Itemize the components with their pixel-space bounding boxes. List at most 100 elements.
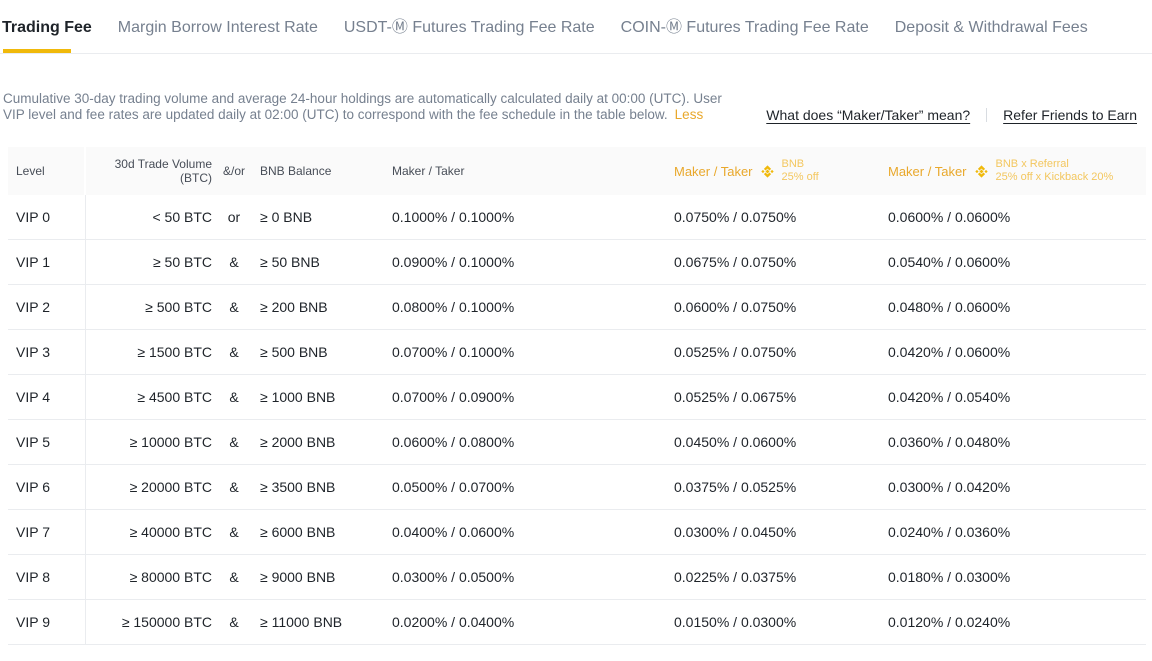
bnb-discount-line2: 25% off [781,171,819,183]
cell-balance: ≥ 1000 BNB [254,375,388,420]
fee-table-row: VIP 9 ≥ 150000 BTC & ≥ 11000 BNB 0.0200% / 0… [8,600,1146,645]
cell-maker-taker: 0.0200% / 0.0400% [388,600,672,645]
less-link[interactable]: Less [674,107,704,122]
fee-table-row: VIP 6 ≥ 20000 BTC & ≥ 3500 BNB 0.0500% / 0.0… [8,465,1146,510]
trading-fee-page: Trading Fee Margin Borrow Interest Rate US… [0,0,1152,645]
tab-margin-borrow-interest-rate[interactable]: Margin Borrow Interest Rate [118,19,318,53]
cell-bnb-referral: 0.0420% / 0.0540% [886,375,1146,420]
fee-table-row: VIP 1 ≥ 50 BTC & ≥ 50 BNB 0.0900% / 0.1000% 0… [8,240,1146,285]
cell-maker-taker: 0.0800% / 0.1000% [388,285,672,330]
cell-bnb-referral: 0.0480% / 0.0600% [886,285,1146,330]
cell-level: VIP 9 [8,600,86,645]
cell-maker-taker: 0.0700% / 0.1000% [388,330,672,375]
cell-volume: ≥ 40000 BTC [86,510,214,555]
refer-friends-link[interactable]: Refer Friends to Earn [1003,107,1137,123]
cell-level: VIP 2 [8,285,86,330]
cell-balance: ≥ 3500 BNB [254,465,388,510]
tab-deposit-withdrawal-fees[interactable]: Deposit & Withdrawal Fees [895,19,1088,53]
cell-andor: & [214,240,254,285]
cell-bnb-referral: 0.0360% / 0.0480% [886,420,1146,465]
tab-trading-fee[interactable]: Trading Fee [2,19,92,53]
cell-andor: & [214,420,254,465]
cell-balance: ≥ 0 BNB [254,195,388,240]
cell-bnb-discount: 0.0225% / 0.0375% [672,555,886,600]
cell-volume: ≥ 20000 BTC [86,465,214,510]
cell-maker-taker: 0.0300% / 0.0500% [388,555,672,600]
cell-bnb-discount: 0.0750% / 0.0750% [672,195,886,240]
cell-balance: ≥ 2000 BNB [254,420,388,465]
cell-volume: ≥ 500 BTC [86,285,214,330]
cell-volume: ≥ 4500 BTC [86,375,214,420]
maker-taker-explainer-link[interactable]: What does “Maker/Taker” mean? [766,107,971,123]
fee-table-row: VIP 0 < 50 BTC or ≥ 0 BNB 0.1000% / 0.1000% 0… [8,195,1146,240]
cell-maker-taker: 0.0500% / 0.0700% [388,465,672,510]
cell-balance: ≥ 200 BNB [254,285,388,330]
links-divider [986,108,988,122]
bnb-referral-line1: BNB x Referral [995,158,1069,170]
cell-bnb-referral: 0.0180% / 0.0300% [886,555,1146,600]
fee-table-row: VIP 4 ≥ 4500 BTC & ≥ 1000 BNB 0.0700% / 0.09… [8,375,1146,420]
cell-level: VIP 1 [8,240,86,285]
fee-table-row: VIP 3 ≥ 1500 BTC & ≥ 500 BNB 0.0700% / 0.100… [8,330,1146,375]
cell-volume: ≥ 150000 BTC [86,600,214,645]
fee-table-header-row: Level 30d Trade Volume (BTC) &/or BNB Ba… [8,147,1146,195]
cell-maker-taker: 0.0400% / 0.0600% [388,510,672,555]
cell-andor: & [214,285,254,330]
cell-balance: ≥ 500 BNB [254,330,388,375]
cell-level: VIP 0 [8,195,86,240]
header-bnb-balance: BNB Balance [254,147,388,195]
cell-maker-taker: 0.0900% / 0.1000% [388,240,672,285]
fee-table-row: VIP 5 ≥ 10000 BTC & ≥ 2000 BNB 0.0600% / 0.0… [8,420,1146,465]
tab-usdt-futures-trading-fee-rate[interactable]: USDT-Ⓜ Futures Trading Fee Rate [344,13,595,53]
cell-andor: & [214,465,254,510]
cell-level: VIP 4 [8,375,86,420]
fee-table-row: VIP 8 ≥ 80000 BTC & ≥ 9000 BNB 0.0300% / 0.0… [8,555,1146,600]
cell-andor: & [214,600,254,645]
header-bnb-discount: Maker / Taker BNB [672,147,886,195]
cell-andor: & [214,330,254,375]
fee-table: Level 30d Trade Volume (BTC) &/or BNB Ba… [8,147,1146,645]
bnb-referral-line2: 25% off x Kickback 20% [995,171,1114,183]
cell-bnb-discount: 0.0525% / 0.0750% [672,330,886,375]
header-maker-taker: Maker / Taker [388,147,672,195]
cell-bnb-discount: 0.0525% / 0.0675% [672,375,886,420]
cell-level: VIP 5 [8,420,86,465]
bnb-discount-line1: BNB [781,158,805,170]
cell-bnb-discount: 0.0675% / 0.0750% [672,240,886,285]
tab-coin-futures-trading-fee-rate[interactable]: COIN-Ⓜ Futures Trading Fee Rate [621,13,869,53]
fee-table-row: VIP 2 ≥ 500 BTC & ≥ 200 BNB 0.0800% / 0.1000… [8,285,1146,330]
fee-table-row: VIP 7 ≥ 40000 BTC & ≥ 6000 BNB 0.0400% / 0.0… [8,510,1146,555]
cell-level: VIP 8 [8,555,86,600]
header-volume: 30d Trade Volume (BTC) [86,147,214,195]
cell-level: VIP 6 [8,465,86,510]
fee-tabs: Trading Fee Margin Borrow Interest Rate US… [0,0,1152,54]
header-level: Level [8,147,86,195]
cell-bnb-discount: 0.0375% / 0.0525% [672,465,886,510]
fee-table-body: VIP 0 < 50 BTC or ≥ 0 BNB 0.1000% / 0.1000% 0… [8,195,1146,645]
bnb-referral-label: Maker / Taker [888,163,967,179]
cell-bnb-referral: 0.0300% / 0.0420% [886,465,1146,510]
cell-bnb-discount: 0.0600% / 0.0750% [672,285,886,330]
header-bnb-referral: Maker / Taker BNB x Referral [886,147,1146,195]
cell-balance: ≥ 9000 BNB [254,555,388,600]
help-links: What does “Maker/Taker” mean? Refer Frie… [766,107,1137,123]
cell-maker-taker: 0.1000% / 0.1000% [388,195,672,240]
cell-maker-taker: 0.0700% / 0.0900% [388,375,672,420]
cell-bnb-referral: 0.0120% / 0.0240% [886,600,1146,645]
notice-text: Cumulative 30-day trading volume and ave… [3,91,747,123]
notice-body: Cumulative 30-day trading volume and ave… [3,91,722,122]
cell-bnb-referral: 0.0240% / 0.0360% [886,510,1146,555]
cell-level: VIP 3 [8,330,86,375]
cell-balance: ≥ 50 BNB [254,240,388,285]
cell-volume: ≥ 1500 BTC [86,330,214,375]
bnb-icon [972,162,991,181]
cell-bnb-referral: 0.0540% / 0.0600% [886,240,1146,285]
cell-andor: or [214,195,254,240]
cell-level: VIP 7 [8,510,86,555]
cell-balance: ≥ 11000 BNB [254,600,388,645]
header-andor: &/or [214,147,254,195]
bnb-icon [758,162,777,181]
cell-andor: & [214,555,254,600]
cell-andor: & [214,510,254,555]
bnb-discount-sublabel: BNB 25% off [782,158,819,184]
